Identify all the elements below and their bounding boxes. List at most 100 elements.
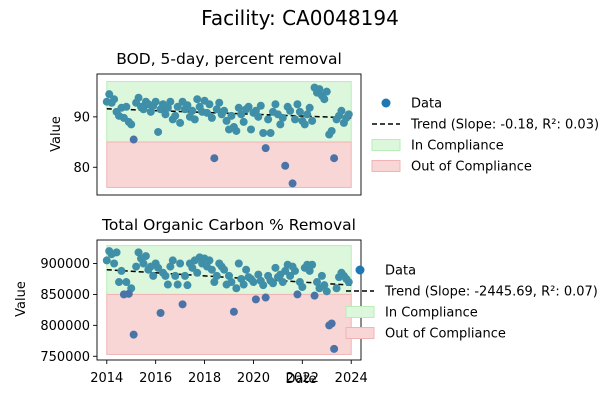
toc-data-point — [117, 266, 126, 275]
bod-outlier-point — [281, 161, 290, 170]
toc-data-point — [161, 271, 170, 280]
bod-data-point — [203, 108, 211, 117]
bod-data-point — [264, 115, 273, 124]
bod-data-point — [146, 107, 155, 116]
toc-data-points — [102, 247, 353, 353]
bod-data-point — [276, 120, 285, 129]
bod-data-point — [293, 100, 302, 109]
bod-data-point — [127, 120, 136, 129]
toc-out-of-compliance-band — [106, 293, 352, 355]
toc-data-point — [205, 256, 214, 265]
toc-legend-data-marker — [355, 265, 365, 275]
bod-data-point — [344, 110, 353, 119]
bod-data-point — [237, 110, 246, 119]
bod-data-point — [205, 100, 214, 109]
toc-data-point — [149, 271, 158, 280]
bod-outlier-point — [261, 144, 270, 153]
toc-legend-out-of-compliance-swatch — [345, 327, 375, 339]
bod-data-point — [303, 110, 312, 119]
bod-data-point — [254, 112, 263, 121]
toc-data-point — [249, 278, 258, 287]
toc-data-point — [269, 279, 277, 288]
bod-data-point — [171, 111, 180, 120]
bod-legend-label: Trend (Slope: -0.18, R²: 0.03) — [410, 118, 599, 133]
toc-data-point — [291, 266, 299, 275]
bod-data-point — [315, 85, 324, 94]
bod-data-point — [337, 106, 346, 115]
bod-legend-in-compliance-swatch — [371, 139, 401, 151]
bod-data-point — [232, 126, 241, 135]
toc-data-point — [278, 278, 287, 287]
bod-outlier-point — [129, 135, 138, 144]
toc-x-tick-label: 2020 — [237, 371, 270, 386]
toc-data-point — [193, 268, 202, 277]
toc-data-point — [171, 271, 180, 280]
toc-data-point — [281, 266, 290, 275]
toc-y-tick-label: 900000 — [40, 257, 90, 272]
toc-outlier-point — [330, 344, 339, 353]
figure-title: Facility: CA0048194 — [201, 6, 399, 30]
toc-data-point — [234, 259, 243, 268]
bod-data-point — [166, 97, 175, 106]
toc-axes: 750000 800000 850000 900000 2014 2016 2018 2020… — [40, 239, 368, 386]
bod-legend: Data Trend (Slope: -0.18, R²: 0.03) In Com… — [371, 97, 599, 175]
toc-data-point — [225, 271, 233, 280]
toc-data-point — [322, 287, 331, 296]
bod-y-axis-label: Value — [49, 116, 64, 152]
toc-data-point — [183, 281, 192, 290]
toc-data-point — [344, 278, 353, 287]
toc-data-point — [154, 263, 163, 272]
toc-data-point — [227, 278, 236, 287]
bod-data-point — [327, 126, 336, 135]
toc-data-point — [259, 281, 268, 290]
toc-x-tick-label: 2016 — [139, 371, 172, 386]
toc-data-point — [317, 271, 326, 280]
toc-data-point — [173, 280, 182, 289]
bod-data-point — [207, 113, 216, 122]
toc-outlier-point — [124, 289, 133, 298]
bod-data-point — [308, 116, 317, 125]
toc-data-point — [212, 271, 221, 280]
bod-data-point — [105, 90, 114, 99]
toc-outlier-point — [251, 295, 260, 304]
toc-data-point — [286, 271, 295, 280]
toc-outlier-point — [129, 330, 138, 339]
toc-data-point — [141, 252, 150, 261]
bod-data-point — [215, 98, 224, 107]
bod-data-point — [295, 107, 304, 116]
bod-data-point — [190, 115, 199, 124]
toc-data-point — [163, 280, 172, 289]
toc-data-point — [220, 265, 229, 274]
toc-outlier-point — [261, 293, 270, 302]
toc-data-point — [232, 284, 241, 293]
toc-legend-label: In Compliance — [385, 306, 478, 321]
toc-panel: Total Organic Carbon % Removal 750000 800… — [14, 216, 598, 387]
toc-outlier-point — [156, 308, 165, 317]
toc-chart-title: Total Organic Carbon % Removal — [101, 216, 356, 234]
toc-legend-label: Out of Compliance — [385, 327, 506, 342]
bod-data-point — [110, 95, 119, 104]
toc-legend-label: Data — [385, 264, 416, 279]
bod-data-point — [247, 125, 255, 134]
toc-data-point — [242, 265, 251, 274]
toc-data-point — [305, 266, 314, 275]
bod-data-point — [305, 103, 314, 112]
bod-data-point — [239, 117, 248, 126]
toc-data-point — [207, 265, 216, 274]
bod-data-point — [173, 102, 182, 111]
toc-data-point — [122, 278, 131, 287]
bod-data-point — [256, 101, 265, 110]
bod-out-of-compliance-band — [106, 141, 352, 188]
bod-legend-label: In Compliance — [411, 139, 504, 154]
toc-outlier-point — [293, 290, 302, 299]
bod-axes: 80 90 — [73, 73, 362, 196]
toc-data-point — [110, 259, 119, 268]
bod-data-point — [286, 106, 295, 115]
bod-data-point — [139, 105, 148, 114]
toc-data-point — [188, 263, 197, 272]
toc-outlier-point — [327, 319, 336, 328]
bod-data-point — [271, 100, 280, 109]
toc-legend: Data Trend (Slope: -2445.69, R²: 0.07) In … — [345, 264, 598, 342]
bod-data-point — [244, 102, 253, 111]
bod-data-point — [222, 116, 231, 125]
